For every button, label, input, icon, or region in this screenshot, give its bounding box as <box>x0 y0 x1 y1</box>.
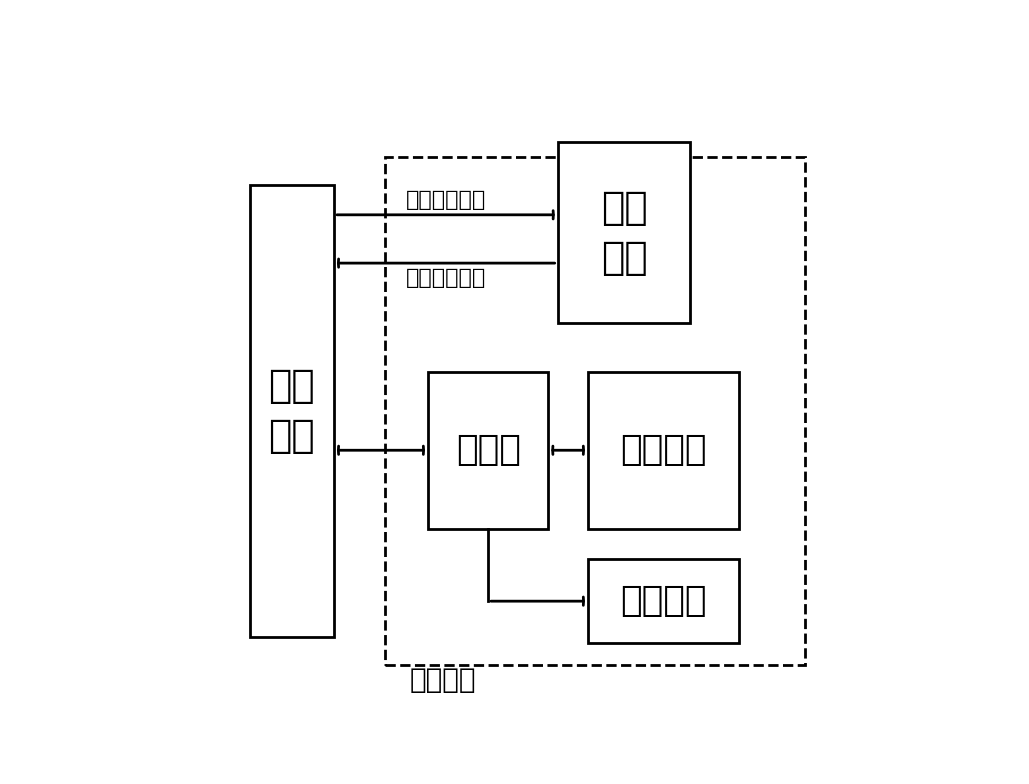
Text: 暂停收卷信号: 暂停收卷信号 <box>405 268 486 289</box>
Text: 收卷
装置: 收卷 装置 <box>601 189 647 277</box>
Bar <box>386 158 805 665</box>
Text: 工控机: 工控机 <box>456 434 521 467</box>
Text: 开始收卷信号: 开始收卷信号 <box>405 190 486 210</box>
Text: 控制
主机: 控制 主机 <box>269 367 315 455</box>
Text: 照明系统: 照明系统 <box>619 584 707 618</box>
Bar <box>250 185 334 637</box>
Bar <box>588 372 739 528</box>
Text: 检测终端: 检测终端 <box>619 434 707 467</box>
Text: 检测系统: 检测系统 <box>410 666 476 694</box>
Bar <box>428 372 548 528</box>
Bar <box>558 143 690 324</box>
Bar <box>588 559 739 644</box>
